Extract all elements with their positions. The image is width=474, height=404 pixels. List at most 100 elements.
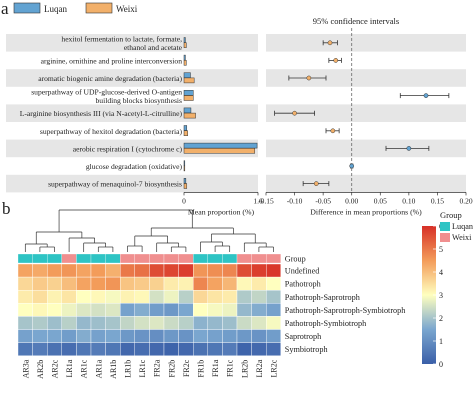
heatmap-cell (76, 263, 92, 278)
bar-luqan (183, 37, 186, 43)
heatmap-cell (17, 263, 33, 278)
bar-weixi (183, 165, 186, 172)
heatmap-cell (76, 276, 92, 291)
colorbar-tick-label: 5 (439, 245, 443, 254)
row-stripe-right (266, 69, 466, 87)
legend-label-luqan: Luqan (44, 4, 67, 14)
heatmap-cell (178, 342, 194, 356)
heatmap-cell (90, 342, 106, 356)
heatmap-column-label: LR2a (255, 359, 264, 377)
heatmap-cell (17, 316, 33, 330)
heatmap-cell (251, 342, 267, 356)
colorbar-tick-label: 2 (439, 314, 443, 323)
heatmap-cell (251, 290, 267, 304)
group-legend-swatch-weixi (440, 233, 450, 242)
heatmap-cell (17, 303, 33, 317)
heatmap-row-label: Saprotroph (285, 332, 321, 341)
group-cell-luqan (90, 253, 106, 264)
heatmap-cell (134, 316, 150, 330)
bar-x-axis-title: Mean proportion (%) (188, 207, 255, 216)
group-cell-weixi (134, 253, 150, 264)
row-stripe-right (266, 139, 466, 158)
bar-weixi (183, 42, 187, 48)
heatmap-cell (222, 263, 238, 278)
legend-label-weixi: Weixi (116, 4, 138, 14)
heatmap-cell (32, 276, 48, 291)
heatmap-cell (32, 263, 48, 278)
heatmap-cell (149, 290, 165, 304)
heatmap-row-label: Pathotroph-Saprotroph (285, 293, 360, 302)
panel-a-label: a (1, 0, 9, 18)
bar-weixi (183, 148, 256, 154)
heatmap-cell (47, 316, 63, 330)
bar-luqan (183, 90, 194, 96)
heatmap-cell (207, 342, 223, 356)
heatmap-cell (178, 303, 194, 317)
heatmap-cell (119, 329, 135, 343)
heatmap-cell (119, 316, 135, 330)
bar-x-tick-label: 1.6 (253, 196, 263, 205)
heatmap-cell (47, 290, 63, 304)
heatmap-column-label: FR2c (182, 359, 191, 377)
row-stripe-left (6, 69, 258, 87)
group-cell-weixi (120, 253, 135, 264)
estimate-point (292, 110, 297, 116)
row-stripe-left (6, 34, 258, 52)
diff-x-tick-label: -0.10 (287, 196, 303, 205)
heatmap-cell (192, 290, 208, 304)
heatmap-cell (90, 303, 106, 317)
category-label: hexitol fermentation to lactate, formate… (61, 35, 182, 53)
heatmap-cell (32, 290, 48, 304)
heatmap-cell (76, 316, 92, 330)
heatmap-cell (119, 342, 135, 356)
colorbar-tick-label: 4 (439, 268, 443, 277)
heatmap-row-label: Pathotroph-Saprotroph-Symbiotroph (285, 306, 406, 315)
group-cell-weixi (163, 253, 179, 264)
diff-x-tick-label: 0.10 (402, 196, 415, 205)
heatmap-cell (47, 342, 63, 356)
heatmap-cell (134, 342, 150, 356)
bar-weixi (183, 130, 188, 136)
diff-x-axis-title: Difference in mean proportions (%) (310, 207, 422, 216)
group-cell-luqan (17, 253, 33, 264)
heatmap-cell (222, 316, 238, 330)
heatmap-cell (105, 276, 121, 291)
bar-luqan (183, 142, 258, 149)
heatmap-column-label: AR1b (109, 360, 118, 379)
heatmap-cell (251, 276, 267, 291)
bar-legend: Luqan Weixi (13, 2, 138, 14)
heatmap-cell (207, 303, 223, 317)
heatmap-cell (105, 329, 121, 343)
heatmap-cell (32, 316, 48, 330)
heatmap-cell (236, 290, 252, 304)
heatmap-cell (178, 316, 194, 330)
estimate-point (306, 75, 312, 81)
panel-b-label: b (2, 199, 11, 218)
heatmap-cell (163, 329, 179, 343)
heatmap-cell (61, 263, 77, 278)
heatmap-cell (163, 263, 179, 278)
bar-weixi (183, 112, 196, 119)
group-legend-swatch-luqan (440, 222, 450, 231)
heatmap-cell (76, 329, 92, 343)
bar-luqan (183, 125, 188, 131)
heatmap-cell (207, 316, 223, 330)
heatmap-cell (222, 290, 238, 304)
heatmap-cell (163, 316, 179, 330)
heatmap-cell (134, 276, 150, 291)
heatmap-cell (32, 303, 48, 317)
heatmap-cell (266, 290, 282, 304)
heatmap-cell (236, 263, 252, 278)
colorbar (422, 226, 436, 364)
estimate-point (406, 146, 412, 151)
heatmap-cell (149, 263, 165, 278)
heatmap-cell (163, 342, 179, 356)
group-cell-luqan (207, 253, 223, 264)
heatmap-column-label: LR2c (270, 359, 279, 377)
heatmap-cell (17, 342, 33, 356)
heatmap-cell (266, 342, 282, 356)
heatmap-cell (105, 290, 121, 304)
heatmap-cell (32, 342, 48, 356)
heatmap-column-label: LR1b (124, 360, 133, 378)
